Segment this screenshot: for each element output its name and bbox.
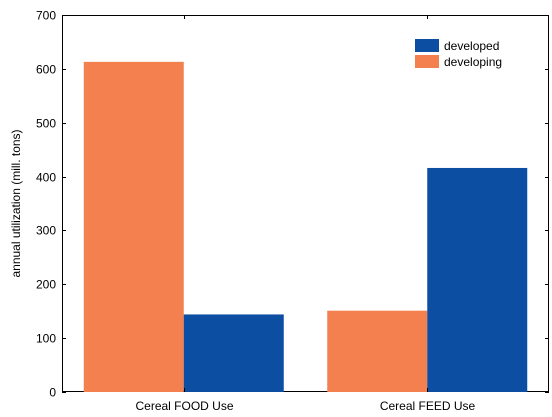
y-tick-label: 600 [36,63,56,77]
y-tick-label: 400 [36,171,56,185]
legend: developed developing [415,39,502,69]
legend-label-developed: developed [444,39,499,53]
bar-developing-2 [327,310,428,392]
plot-frame [62,15,549,392]
y-axis-ticks: 0 100 200 300 400 500 600 700 [36,9,549,400]
bar-developing-1 [83,61,184,392]
bar-developed-2 [427,167,528,392]
x-tick-label: Cereal FOOD Use [135,399,233,413]
bars-group [83,61,528,392]
y-tick-label: 200 [36,278,56,292]
y-tick-label: 100 [36,332,56,346]
y-tick-label: 500 [36,117,56,131]
legend-label-developing: developing [444,55,502,69]
y-tick-label: 0 [49,386,56,400]
y-tick-label: 300 [36,224,56,238]
bar-developed-1 [183,314,284,392]
x-tick-label: Cereal FEED Use [380,399,476,413]
legend-swatch-developing [415,55,439,68]
x-axis-ticks: Cereal FOOD Use Cereal FEED Use [135,15,476,413]
y-axis-title: annual utilization (mill. tons) [9,129,23,277]
y-tick-label: 700 [36,9,56,23]
legend-swatch-developed [415,39,439,52]
